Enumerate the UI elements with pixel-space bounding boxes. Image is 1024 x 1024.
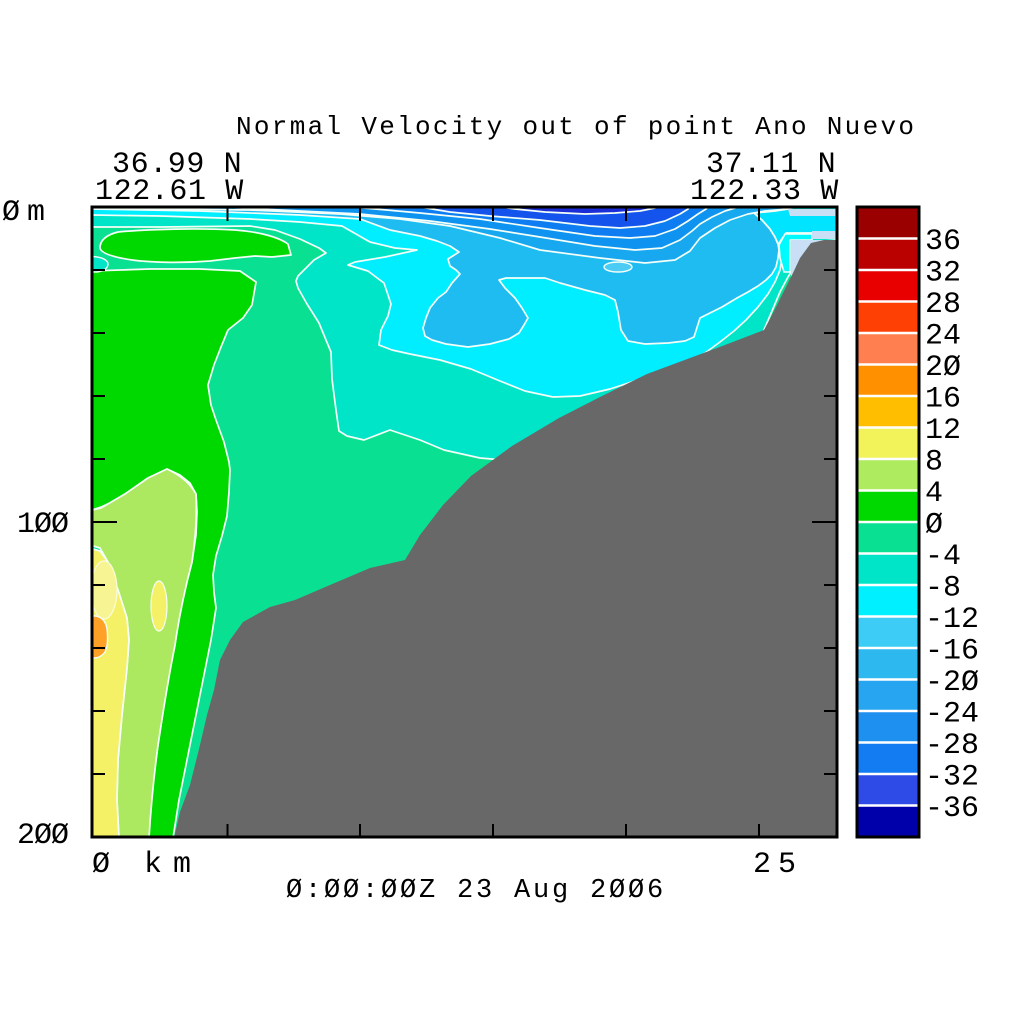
svg-text:-16: -16 — [925, 635, 979, 669]
svg-text:37.11 N: 37.11 N — [706, 148, 836, 182]
svg-text:1ØØ: 1ØØ — [17, 508, 69, 542]
svg-text:-2Ø: -2Ø — [925, 666, 979, 700]
svg-text:32: 32 — [925, 257, 961, 291]
svg-text:-12: -12 — [925, 603, 979, 637]
svg-text:2Ø: 2Ø — [925, 351, 961, 385]
svg-text:Ø:ØØ:ØØZ 23 Aug 2ØØ6: Ø:ØØ:ØØZ 23 Aug 2ØØ6 — [286, 876, 666, 906]
svg-text:122.61 W: 122.61 W — [95, 175, 244, 209]
svg-text:Ø: Ø — [92, 848, 110, 882]
svg-text:28: 28 — [925, 288, 961, 322]
svg-text:-8: -8 — [925, 572, 961, 606]
svg-text:-32: -32 — [925, 761, 979, 795]
svg-text:Normal Velocity out of point A: Normal Velocity out of point Ano Nuevo — [236, 112, 916, 142]
svg-text:25: 25 — [753, 848, 803, 882]
svg-text:4: 4 — [925, 477, 943, 511]
svg-text:122.33 W: 122.33 W — [690, 175, 839, 209]
svg-text:Øm: Øm — [2, 196, 52, 230]
svg-text:16: 16 — [925, 383, 961, 417]
svg-text:8: 8 — [925, 446, 943, 480]
svg-text:-24: -24 — [925, 698, 979, 732]
svg-text:36: 36 — [925, 225, 961, 259]
svg-text:-4: -4 — [925, 540, 961, 574]
svg-text:24: 24 — [925, 320, 961, 354]
svg-text:Ø: Ø — [925, 509, 943, 543]
svg-text:-36: -36 — [925, 792, 979, 826]
svg-text:36.99 N: 36.99 N — [112, 148, 242, 182]
svg-text:km: km — [144, 848, 202, 882]
svg-text:2ØØ: 2ØØ — [17, 819, 69, 853]
svg-text:12: 12 — [925, 414, 961, 448]
svg-text:-28: -28 — [925, 729, 979, 763]
